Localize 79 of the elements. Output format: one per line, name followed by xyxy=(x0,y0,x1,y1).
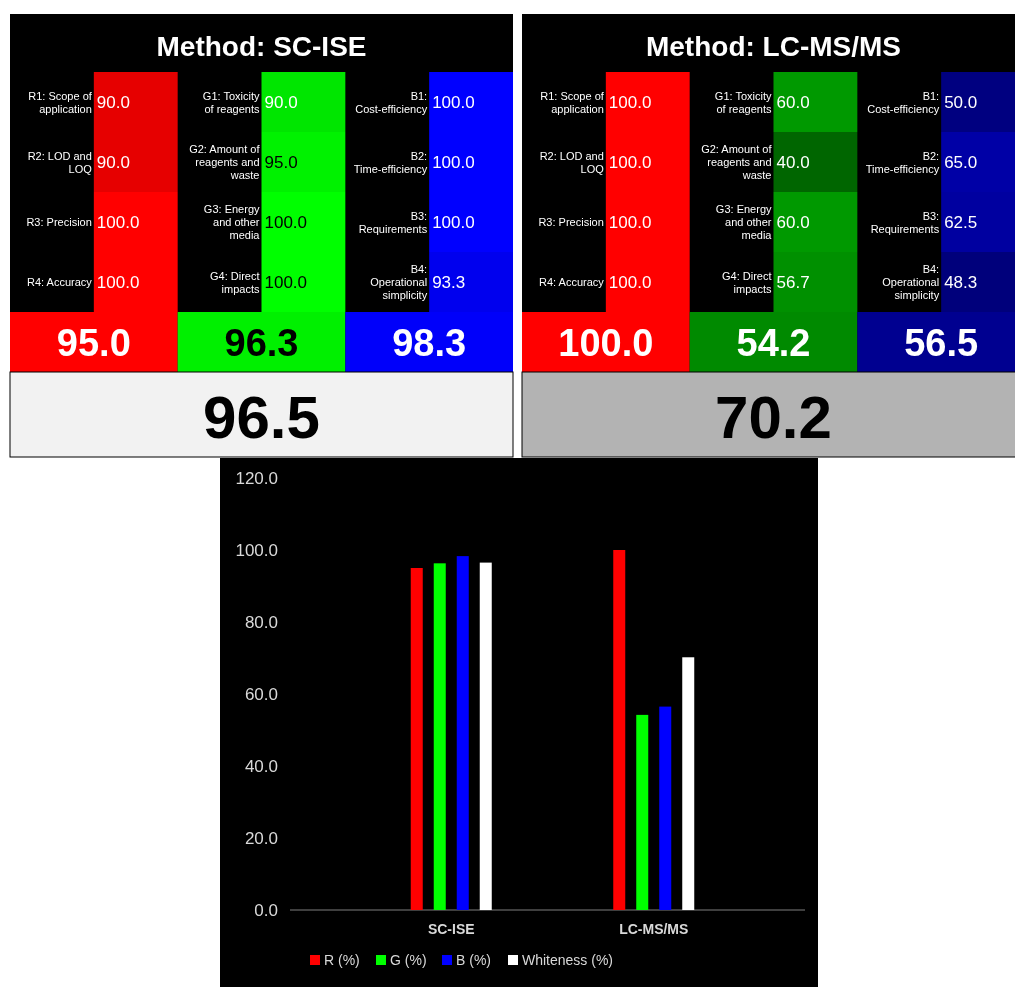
y-tick-label: 40.0 xyxy=(244,757,278,776)
text: B1: Cost-efficiency xyxy=(355,89,428,115)
text: B4: Operational simplicity xyxy=(882,263,940,301)
text: 98.3 xyxy=(392,322,467,364)
text: 56.7 xyxy=(776,273,810,292)
text: 100.0 xyxy=(558,322,654,364)
text: G3: Energy and other media xyxy=(203,203,261,241)
text: B1: Cost-efficiency xyxy=(867,89,940,115)
text: Method: LC-MS/MS xyxy=(645,31,902,62)
text: 60.0 xyxy=(776,93,810,112)
text: 50.0 xyxy=(944,93,978,112)
bar xyxy=(636,714,649,910)
text: 54.2 xyxy=(736,322,811,364)
text: B4: Operational simplicity xyxy=(370,263,428,301)
bar xyxy=(479,562,492,910)
x-tick-label: LC-MS/MS xyxy=(619,921,689,937)
text: 62.5 xyxy=(944,213,978,232)
bar xyxy=(433,563,446,910)
text: 90.0 xyxy=(96,153,130,172)
text: G2: Amount of reagents and waste xyxy=(189,143,261,181)
text: B2: Time-efficiency xyxy=(865,149,940,175)
text: R2: LOD and LOQ xyxy=(539,149,605,175)
text: 93.3 xyxy=(432,273,466,292)
text: 100.0 xyxy=(608,93,652,112)
text: Method: SC-ISE xyxy=(156,31,367,62)
text: 100.0 xyxy=(96,273,140,292)
legend-label: Whiteness (%) xyxy=(522,952,614,968)
bar xyxy=(659,706,672,910)
bar xyxy=(613,550,626,910)
text: 100.0 xyxy=(608,153,652,172)
y-tick-label: 20.0 xyxy=(244,829,278,848)
text: G1: Toxicity of reagents xyxy=(714,89,772,115)
text: 60.0 xyxy=(776,213,810,232)
text: G4: Direct impacts xyxy=(721,269,772,295)
text: R1: Scope of application xyxy=(28,89,93,115)
text: R2: LOD and LOQ xyxy=(27,149,93,175)
text: 96.5 xyxy=(203,384,320,451)
text: 65.0 xyxy=(944,153,978,172)
text: R4: Accuracy xyxy=(27,276,93,288)
text: 90.0 xyxy=(96,93,130,112)
legend-label: G (%) xyxy=(390,952,427,968)
legend-label: B (%) xyxy=(456,952,491,968)
bar xyxy=(410,568,423,910)
bar xyxy=(456,556,469,910)
text: R1: Scope of application xyxy=(540,89,605,115)
text: G2: Amount of reagents and waste xyxy=(701,143,773,181)
text: 95.0 xyxy=(56,322,131,364)
text: R4: Accuracy xyxy=(539,276,605,288)
text: 90.0 xyxy=(264,93,298,112)
legend-label: R (%) xyxy=(324,952,360,968)
bar xyxy=(682,657,695,910)
y-tick-label: 80.0 xyxy=(244,613,278,632)
text: 100.0 xyxy=(432,153,475,172)
y-tick-label: 60.0 xyxy=(244,685,278,704)
text: B3: Requirements xyxy=(358,209,428,235)
text: R3: Precision xyxy=(538,216,604,228)
text: 100.0 xyxy=(264,213,308,232)
x-tick-label: SC-ISE xyxy=(427,921,475,937)
text: 40.0 xyxy=(776,153,810,172)
text: 48.3 xyxy=(944,273,978,292)
text: 100.0 xyxy=(432,93,475,112)
y-tick-label: 0.0 xyxy=(254,901,278,920)
text: 95.0 xyxy=(264,153,298,172)
text: G4: Direct impacts xyxy=(209,269,260,295)
text: G1: Toxicity of reagents xyxy=(202,89,260,115)
text: 100.0 xyxy=(608,273,652,292)
text: 56.5 xyxy=(904,322,979,364)
y-tick-label: 100.0 xyxy=(235,541,278,560)
text: 100.0 xyxy=(608,213,652,232)
text: 70.2 xyxy=(715,384,832,451)
y-tick-label: 120.0 xyxy=(235,469,278,488)
text: G3: Energy and other media xyxy=(715,203,773,241)
text: 100.0 xyxy=(432,213,475,232)
text: 100.0 xyxy=(264,273,308,292)
text: 96.3 xyxy=(224,322,299,364)
text: B2: Time-efficiency xyxy=(353,149,428,175)
text: 100.0 xyxy=(96,213,140,232)
text: R3: Precision xyxy=(26,216,92,228)
text: B3: Requirements xyxy=(870,209,940,235)
